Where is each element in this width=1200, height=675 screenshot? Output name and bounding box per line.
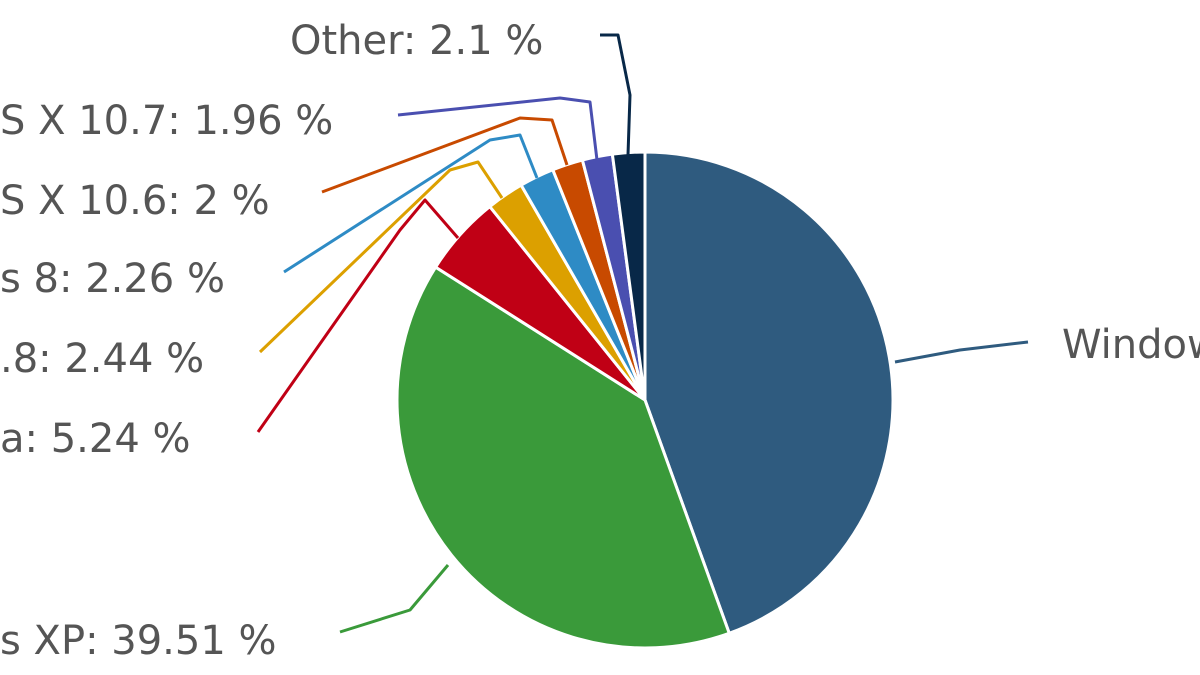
data-label: s XP: 39.51 %	[0, 618, 277, 664]
data-label: .8: 2.44 %	[0, 336, 204, 382]
data-label: a: 5.24 %	[0, 416, 191, 462]
pie-slice-windows-xp[interactable]	[395, 265, 732, 650]
data-label: Other: 2.1 %	[290, 18, 543, 64]
data-label: S X 10.7: 1.96 %	[0, 98, 333, 144]
leader-line	[600, 33, 632, 156]
leader-line	[256, 198, 460, 433]
leader-line	[339, 564, 450, 634]
data-label: Window	[1062, 322, 1200, 368]
leader-line	[321, 116, 569, 194]
data-label: S X 10.6: 2 %	[0, 178, 270, 224]
leader-line	[283, 133, 539, 274]
leader-line	[894, 340, 1029, 364]
leader-line	[258, 160, 504, 354]
leader-line	[397, 96, 599, 161]
data-label: s 8: 2.26 %	[0, 256, 225, 302]
pie-slice-windows-7[interactable]	[643, 150, 895, 636]
